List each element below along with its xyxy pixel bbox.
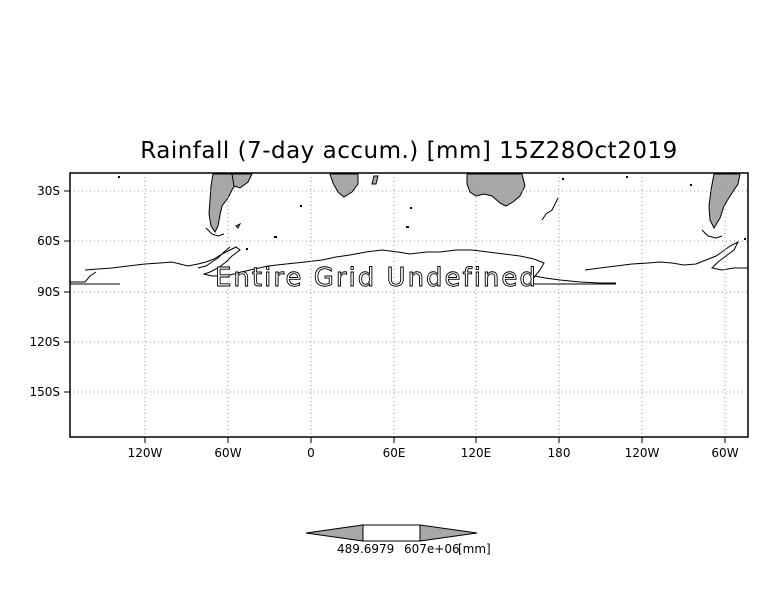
undefined-grid-message: Entire Grid Undefined <box>215 263 538 294</box>
south-america-landmass-east <box>231 173 253 189</box>
lon-label-180: 180 <box>547 446 571 460</box>
antarctica-coast-west <box>84 246 241 277</box>
plot-frame <box>69 172 749 438</box>
colorbar-left-arrow <box>305 524 364 542</box>
sa-tip-coast <box>205 227 225 237</box>
madagascar-island <box>371 175 379 185</box>
gridlines <box>70 173 748 437</box>
australia-landmass <box>466 173 526 207</box>
colorbar-unit: [mm] <box>458 542 491 556</box>
lat-label-90s: 90S <box>37 285 60 299</box>
new-zealand-coast <box>541 197 559 221</box>
map-title: Rainfall (7-day accum.) [mm] 15Z28Oct201… <box>140 138 678 164</box>
antarctica-peninsula <box>197 246 231 269</box>
axis-ticks <box>64 190 726 443</box>
falkland-islands <box>235 222 242 229</box>
antarctica-shelf-west <box>70 271 120 285</box>
colorbar-right-arrow <box>419 524 478 542</box>
coastlines <box>70 197 748 285</box>
lat-label-30s: 30S <box>37 184 60 198</box>
lon-label-120w-repeat: 120W <box>624 446 660 460</box>
colorbar-box <box>362 524 421 542</box>
small-islands <box>118 176 746 250</box>
ross-ice-shelf <box>529 275 616 285</box>
lat-label-150s: 150S <box>29 385 60 399</box>
colorbar <box>305 524 478 542</box>
lon-label-120e: 120E <box>460 446 492 460</box>
lon-label-60e: 60E <box>382 446 406 460</box>
antarctica-coast-west-repeat <box>584 240 748 271</box>
colorbar-right-value: 607e+06 <box>404 542 460 556</box>
lon-label-60w: 60W <box>214 446 242 460</box>
colorbar-left-value: 489.6979 <box>337 542 395 556</box>
lon-label-0: 0 <box>307 446 315 460</box>
plot-area <box>70 173 748 437</box>
lat-label-60s: 60S <box>37 234 60 248</box>
lon-label-60w-repeat: 60W <box>711 446 739 460</box>
lat-label-120s: 120S <box>29 335 60 349</box>
antarctica-coast-east <box>233 249 616 284</box>
lon-label-120w: 120W <box>127 446 163 460</box>
sa-tip-coast-repeat <box>701 229 723 239</box>
